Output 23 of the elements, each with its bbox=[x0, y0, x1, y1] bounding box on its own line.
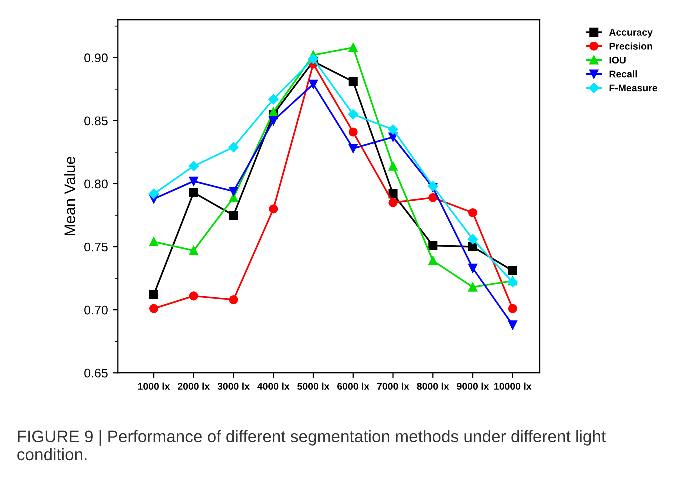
y-tick-label: 0.90 bbox=[84, 54, 108, 63]
y-axis-title: Mean Value bbox=[64, 157, 76, 236]
legend-label: IOU bbox=[610, 56, 626, 64]
x-tick-label: 1000 lx bbox=[138, 382, 170, 390]
legend-label: Recall bbox=[610, 70, 638, 78]
y-tick-label: 0.65 bbox=[84, 368, 108, 378]
legend-label: Accuracy bbox=[609, 29, 653, 38]
x-tick-label: 5000 lx bbox=[298, 382, 330, 390]
x-tick-label: 8000 lx bbox=[417, 382, 450, 390]
x-tick-label: 3000 lx bbox=[218, 382, 250, 390]
y-tick-label: 0.80 bbox=[84, 180, 108, 189]
x-tick-label: 9000 lx bbox=[457, 382, 490, 390]
x-tick-label: 7000 lx bbox=[377, 382, 410, 390]
x-tick-label: 10000 lx bbox=[494, 382, 532, 390]
legend-label: F-Measure bbox=[610, 84, 658, 92]
y-tick-label: 0.70 bbox=[84, 306, 108, 315]
legend-label: Precision bbox=[610, 42, 652, 50]
x-tick-label: 4000 lx bbox=[258, 382, 290, 390]
y-tick-label: 0.85 bbox=[84, 116, 108, 126]
x-tick-label: 6000 lx bbox=[338, 382, 370, 390]
caption: FIGURE 9 | Performance of different segmentation methods under different light condition. bbox=[18, 430, 606, 461]
y-tick-label: 0.75 bbox=[84, 242, 108, 252]
x-tick-label: 2000 lx bbox=[178, 382, 210, 390]
